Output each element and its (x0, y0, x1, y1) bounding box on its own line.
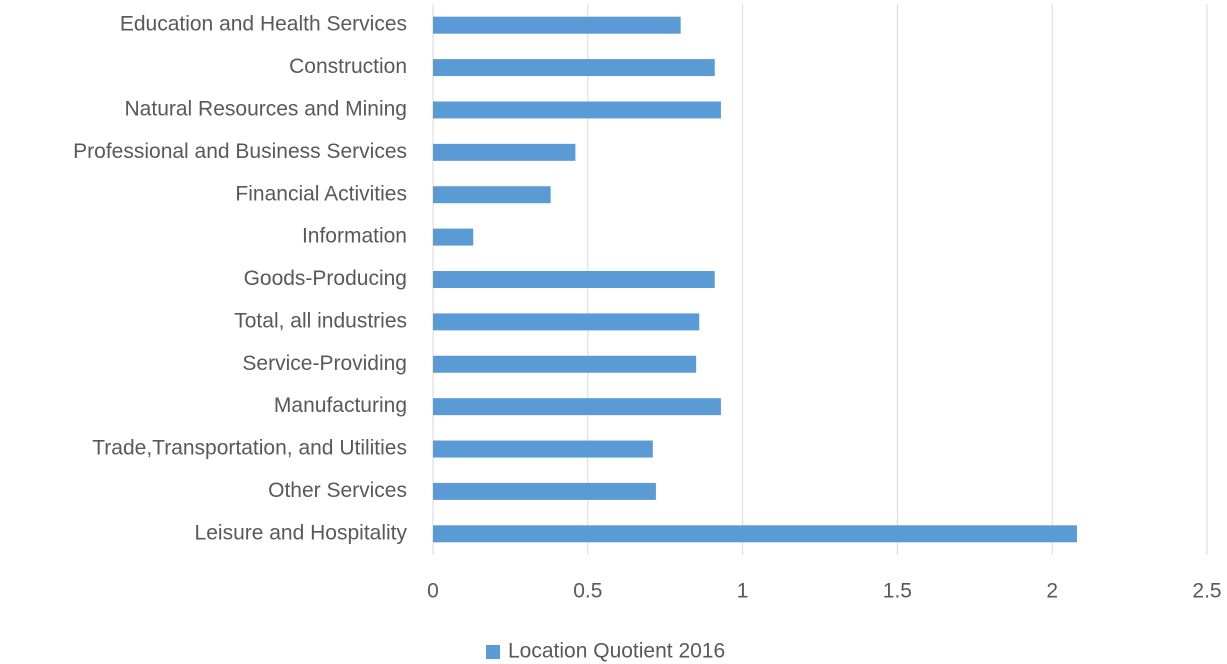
y-tick-label: Leisure and Hospitality (195, 521, 408, 544)
x-tick-label: 2 (1046, 580, 1058, 603)
bar (433, 16, 681, 34)
legend-label: Location Quotient 2016 (508, 640, 725, 663)
bar (433, 482, 656, 500)
bar (433, 101, 721, 119)
x-tick-label: 2.5 (1192, 580, 1221, 603)
y-tick-label: Natural Resources and Mining (125, 98, 407, 121)
legend-swatch (486, 645, 500, 659)
y-tick-label: Other Services (268, 479, 407, 502)
y-tick-label: Construction (289, 55, 407, 78)
y-tick-label: Trade,Transportation, and Utilities (92, 437, 407, 460)
y-tick-label: Financial Activities (235, 182, 407, 205)
bar (433, 398, 721, 416)
bar (433, 228, 474, 246)
bar (433, 525, 1077, 543)
bar (433, 143, 576, 161)
bar (433, 440, 653, 458)
bar (433, 186, 551, 204)
y-tick-label: Total, all industries (234, 309, 407, 332)
x-tick-label: 1.5 (883, 580, 912, 603)
x-tick-label: 0 (427, 580, 439, 603)
y-tick-label: Professional and Business Services (73, 140, 407, 163)
bar (433, 313, 700, 331)
x-tick-label: 1 (737, 580, 749, 603)
y-tick-label: Service-Providing (242, 352, 407, 375)
bar (433, 355, 697, 373)
y-tick-label: Education and Health Services (120, 13, 407, 36)
y-tick-label: Goods-Producing (244, 267, 407, 290)
bar (433, 271, 715, 288)
y-tick-label: Information (302, 225, 407, 248)
x-tick-label: 0.5 (573, 580, 602, 603)
y-tick-label: Manufacturing (274, 394, 407, 417)
bar (433, 59, 715, 77)
